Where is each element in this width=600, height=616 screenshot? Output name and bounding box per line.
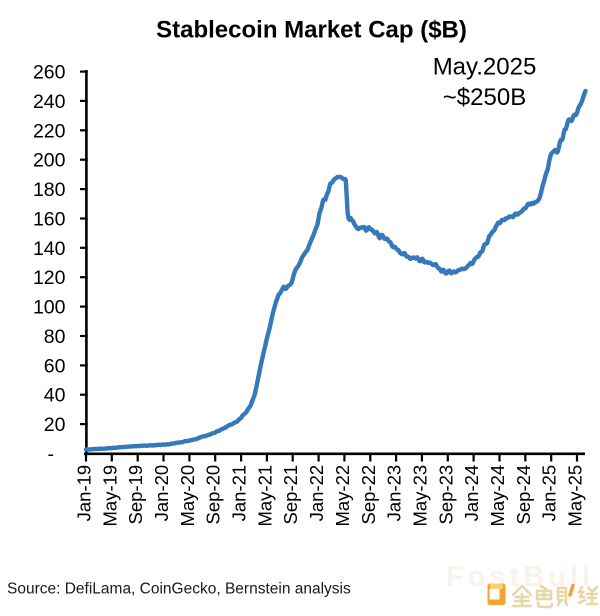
svg-text:Jan-20: Jan-20: [151, 465, 172, 522]
svg-text:May-25: May-25: [565, 465, 586, 527]
svg-text:Stablecoin Market Cap ($B): Stablecoin Market Cap ($B): [156, 16, 467, 43]
svg-text:May-20: May-20: [177, 465, 198, 527]
svg-text:Sep-23: Sep-23: [435, 465, 456, 525]
svg-text:260: 260: [33, 62, 66, 84]
svg-text:-: -: [48, 444, 55, 466]
svg-text:Jan-19: Jan-19: [74, 465, 95, 522]
svg-text:May-24: May-24: [487, 465, 508, 527]
svg-text:Jan-24: Jan-24: [461, 465, 482, 522]
svg-text:May-21: May-21: [254, 465, 275, 527]
svg-text:May-22: May-22: [332, 465, 353, 527]
svg-text:Jan-22: Jan-22: [306, 465, 327, 522]
svg-text:20: 20: [44, 414, 66, 436]
svg-text:~$250B: ~$250B: [443, 84, 526, 111]
svg-text:Sep-24: Sep-24: [513, 465, 534, 525]
svg-text:140: 140: [33, 238, 66, 260]
svg-text:160: 160: [33, 209, 66, 231]
svg-text:Jan-25: Jan-25: [539, 465, 560, 522]
svg-text:240: 240: [33, 91, 66, 113]
svg-text:Jan-21: Jan-21: [229, 465, 250, 522]
svg-text:Source: DefiLama, CoinGecko, B: Source: DefiLama, CoinGecko, Bernstein a…: [7, 581, 351, 598]
svg-text:80: 80: [44, 326, 66, 348]
svg-text:100: 100: [33, 297, 66, 319]
svg-text:120: 120: [33, 267, 66, 289]
svg-text:Sep-20: Sep-20: [203, 465, 224, 525]
svg-text:40: 40: [44, 385, 66, 407]
svg-text:180: 180: [33, 179, 66, 201]
svg-text:Sep-22: Sep-22: [358, 465, 379, 525]
svg-text:Jan-23: Jan-23: [384, 465, 405, 522]
svg-text:200: 200: [33, 150, 66, 172]
svg-text:Sep-19: Sep-19: [125, 465, 146, 525]
svg-text:May-23: May-23: [409, 465, 430, 527]
svg-text:May-19: May-19: [99, 465, 120, 527]
svg-text:Sep-21: Sep-21: [280, 465, 301, 525]
svg-text:60: 60: [44, 355, 66, 377]
svg-text:220: 220: [33, 120, 66, 142]
svg-text:May.2025: May.2025: [433, 54, 537, 81]
